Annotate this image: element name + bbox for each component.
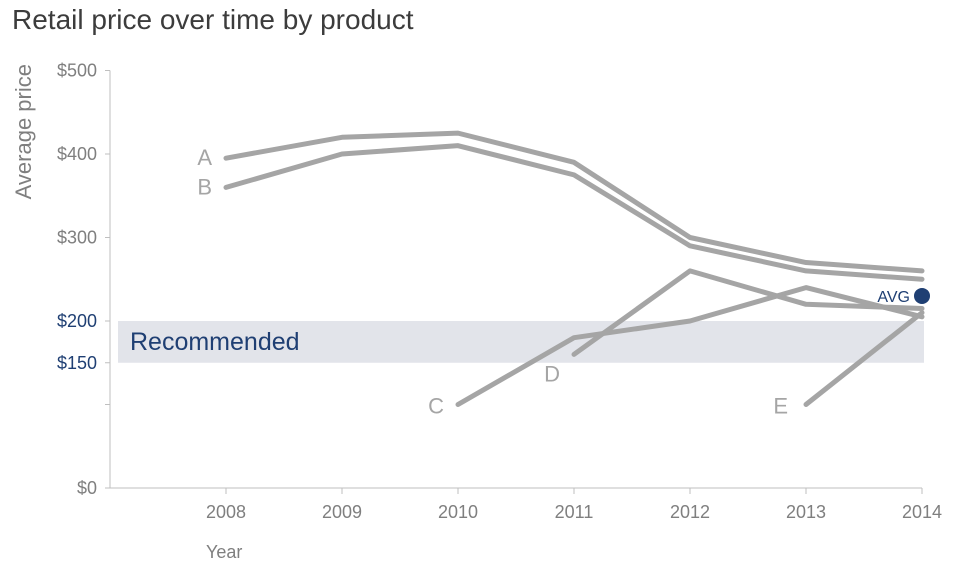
series-line-b [223, 143, 925, 282]
series-line-e [803, 310, 925, 407]
axes: $500 $400 $300 $200 $150 $0 2008 2009 2010 2011 20… [11, 61, 942, 563]
x-tick-label: 2010 [438, 502, 478, 522]
x-tick-label: 2012 [670, 502, 710, 522]
series-label-b: B [197, 174, 212, 199]
series-line-c [455, 285, 925, 407]
avg-marker [914, 287, 930, 304]
y-tick-label: $400 [57, 144, 97, 164]
y-tick-label: $0 [77, 478, 97, 498]
recommended-band-layer [118, 321, 924, 363]
labels: Recommended AB C D E AVG [130, 145, 930, 419]
recommended-band [118, 321, 924, 363]
series-line-d [571, 268, 925, 357]
series-line-a [223, 130, 925, 274]
chart-title: Retail price over time by product [12, 4, 414, 35]
series-label-e: E [773, 394, 788, 419]
x-tick-label: 2013 [786, 502, 826, 522]
recommended-band-label: Recommended [130, 328, 300, 356]
series-label-c: C [428, 394, 444, 419]
x-tick-label: 2009 [322, 502, 362, 522]
x-tick-label: 2014 [902, 502, 942, 522]
series-lines [223, 130, 925, 407]
y-tick-label: $300 [57, 228, 97, 248]
series-label-a: A [197, 145, 212, 170]
x-tick-label: 2008 [206, 502, 246, 522]
y-tick-label: $150 [57, 353, 97, 373]
y-tick-label: $200 [57, 311, 97, 331]
x-tick-label: 2011 [555, 502, 594, 522]
y-axis-title: Average price [11, 64, 36, 199]
avg-label: AVG [877, 289, 910, 306]
x-axis-title: Year [206, 542, 242, 562]
series-label-d: D [544, 361, 560, 386]
y-tick-label: $500 [57, 61, 97, 81]
